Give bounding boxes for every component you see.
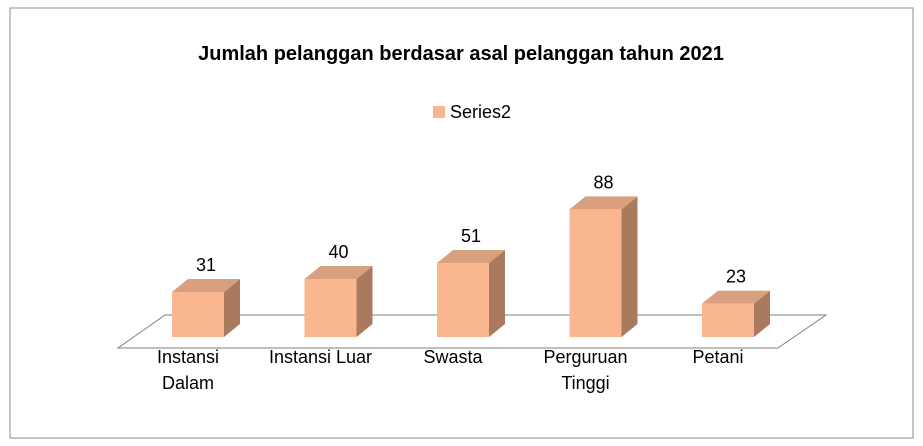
bar — [172, 292, 224, 337]
bar-top — [702, 290, 770, 304]
data-label: 88 — [593, 172, 613, 192]
bar-top — [437, 250, 505, 264]
bar-top — [569, 196, 638, 210]
data-label: 51 — [461, 226, 481, 246]
bar — [702, 303, 754, 337]
bar — [569, 209, 622, 337]
bar-top — [172, 279, 240, 293]
data-label: 23 — [726, 267, 746, 287]
chart-title: Jumlah pelanggan berdasar asal pelanggan… — [198, 43, 724, 65]
chart-border — [9, 7, 914, 439]
bar — [304, 279, 357, 337]
data-label: 31 — [196, 255, 216, 275]
x-tick-label: Petani — [692, 347, 744, 367]
floor — [116, 314, 828, 349]
bar-side — [356, 266, 373, 337]
x-tick-label: Instansi Dalam — [156, 347, 220, 393]
x-tick-label: Swasta — [423, 347, 483, 367]
bar-top — [304, 266, 373, 279]
legend-swatch — [433, 106, 445, 118]
bar — [437, 263, 489, 337]
bar-side — [224, 279, 240, 337]
x-tick-label: Perguruan Tinggi — [543, 347, 628, 393]
bar-side — [489, 250, 505, 337]
x-tick-label: Instansi Luar — [268, 347, 373, 367]
legend-label: Series2 — [450, 102, 511, 122]
bar-side — [621, 196, 638, 337]
bar-side — [754, 290, 770, 337]
data-label: 40 — [328, 242, 348, 262]
